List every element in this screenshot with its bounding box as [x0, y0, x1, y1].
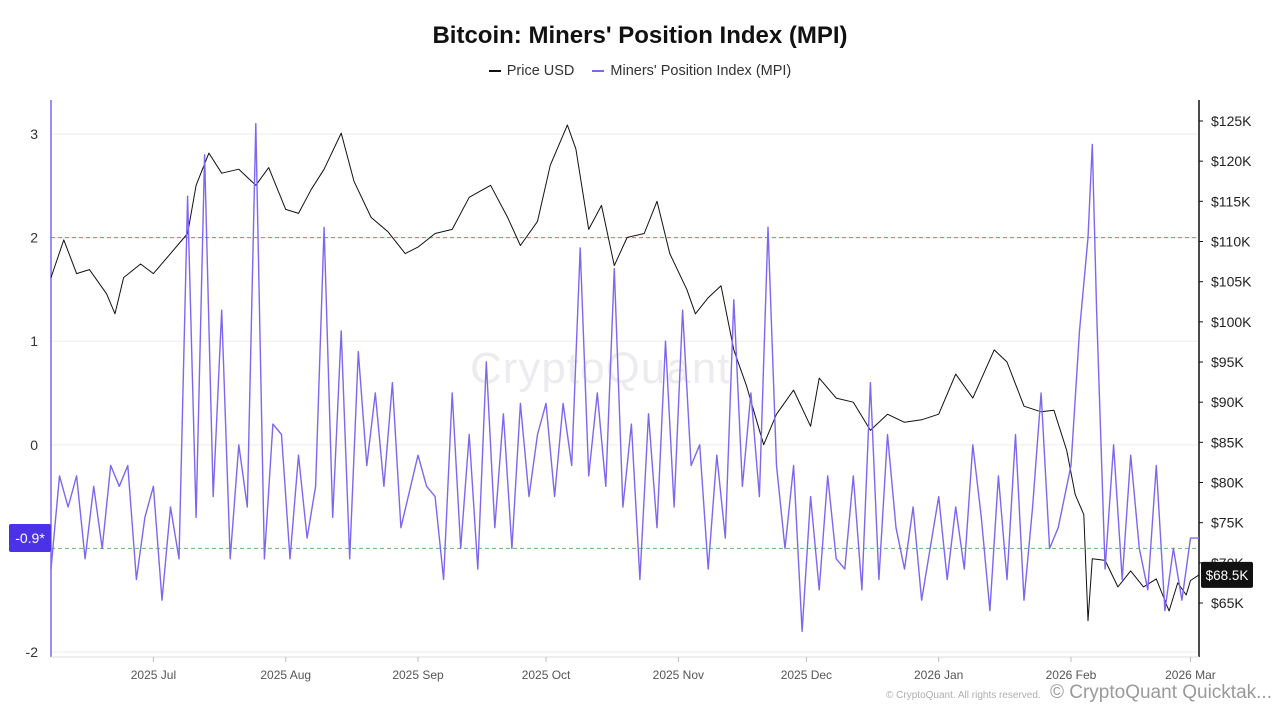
credit-main: © CryptoQuant Quicktak...	[1049, 682, 1272, 703]
price-tick-label: $85K	[1211, 434, 1244, 450]
price-tick-label: $90K	[1211, 394, 1244, 410]
mpi-tick-label: 2	[30, 230, 38, 246]
legend-swatch-mpi	[592, 70, 605, 72]
chart-legend: Price USD Miners' Position Index (MPI)	[0, 63, 1280, 79]
price-tick-label: $120K	[1211, 153, 1252, 169]
price-tick-label: $125K	[1211, 113, 1252, 129]
mpi-value-badge	[9, 524, 51, 553]
legend-label-mpi: Miners' Position Index (MPI)	[610, 63, 792, 79]
price-tick-label: $80K	[1211, 475, 1244, 491]
x-tick-label: 2025 Nov	[653, 668, 704, 682]
legend-item-price[interactable]: Price USD	[488, 63, 575, 79]
x-tick-label: 2026 Feb	[1046, 668, 1097, 682]
price-tick-label: $95K	[1211, 354, 1244, 370]
x-tick-label: 2026 Jan	[914, 668, 963, 682]
chart-title: Bitcoin: Miners' Position Index (MPI)	[432, 22, 848, 49]
price-value-badge	[1201, 561, 1253, 588]
mpi-tick-label: 0	[30, 437, 38, 453]
mpi-tick-label: 1	[30, 333, 38, 349]
price-tick-label: $100K	[1211, 314, 1252, 330]
credit-text: © CryptoQuant. All rights reserved. © Cr…	[886, 682, 1272, 704]
x-tick-label: 2025 Sep	[392, 668, 444, 682]
mpi-value-badge-label: -0.9*	[15, 530, 45, 546]
legend-item-mpi[interactable]: Miners' Position Index (MPI)	[592, 63, 791, 79]
price-tick-label: $105K	[1211, 274, 1252, 290]
credit-small: © CryptoQuant. All rights reserved.	[886, 690, 1041, 701]
mpi-line	[50, 122, 1199, 632]
mpi-tick-label: -2	[26, 644, 39, 660]
price-tick-label: $115K	[1211, 193, 1251, 209]
x-tick-label: 2026 Mar	[1165, 668, 1216, 682]
price-tick-label: $65K	[1211, 595, 1244, 611]
x-tick-label: 2025 Oct	[522, 668, 571, 682]
price-tick-label: $110K	[1211, 234, 1251, 250]
mpi-tick-label: 3	[30, 126, 38, 142]
x-tick-label: 2025 Dec	[781, 668, 832, 682]
legend-swatch-price	[488, 70, 501, 72]
price-usd-line	[50, 124, 1200, 622]
price-tick-label: $75K	[1211, 515, 1244, 531]
price-value-badge-label: $68.5K	[1206, 568, 1249, 583]
x-tick-label: 2025 Jul	[131, 668, 176, 682]
legend-label-price: Price USD	[506, 63, 575, 79]
x-tick-label: 2025 Aug	[260, 668, 311, 682]
